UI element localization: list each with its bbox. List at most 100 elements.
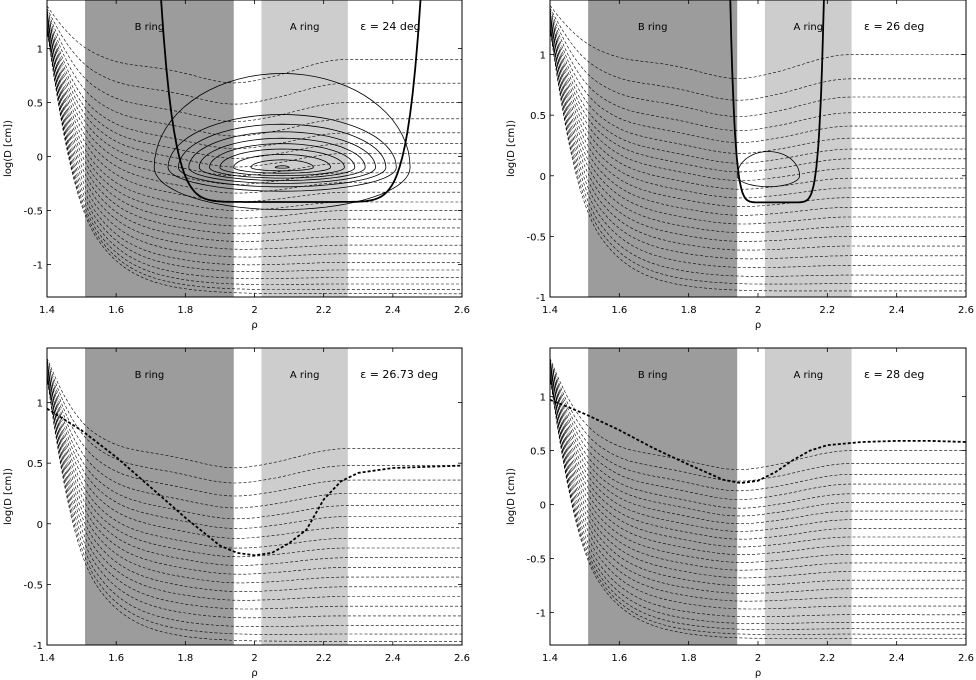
dashed-contour-line bbox=[46, 371, 462, 592]
dashed-contour-line bbox=[46, 21, 462, 219]
dashed-contour-line bbox=[46, 18, 462, 194]
x-tick-label: 1.6 bbox=[611, 653, 627, 664]
dashed-contour-line bbox=[46, 25, 462, 258]
dashed-contour-line bbox=[46, 28, 462, 290]
epsilon-label: ε = 26.73 deg bbox=[360, 368, 438, 381]
dashed-contour-line bbox=[549, 28, 966, 285]
closed-contour-line bbox=[736, 151, 801, 188]
dashed-contour-line bbox=[549, 29, 966, 292]
y-tick-label: -1 bbox=[33, 641, 43, 652]
x-tick-label: 2.4 bbox=[889, 305, 905, 316]
dashed-contour-line bbox=[46, 375, 462, 627]
x-tick-label: 1.4 bbox=[39, 305, 55, 316]
shaded-region-a-ring bbox=[261, 0, 348, 297]
x-tick-label: 2.6 bbox=[454, 653, 470, 664]
x-tick-label: 1.4 bbox=[542, 653, 558, 664]
dashed-contour-line bbox=[549, 22, 966, 233]
separatrix bbox=[160, 0, 422, 203]
dashed-contour-line bbox=[549, 370, 966, 579]
solid-contours bbox=[153, 72, 411, 211]
x-tick-label: 1.8 bbox=[177, 653, 193, 664]
y-tick-label: 0 bbox=[540, 172, 546, 183]
separatrix bbox=[549, 398, 967, 484]
y-tick-label: 1 bbox=[540, 51, 546, 62]
dashed-contour-line bbox=[46, 5, 462, 84]
y-tick-label: -0.5 bbox=[23, 207, 43, 218]
dashed-contour-line bbox=[549, 11, 966, 131]
dashed-contour-line bbox=[549, 358, 966, 470]
x-axis-label: ρ bbox=[755, 320, 761, 331]
x-tick-label: 1.8 bbox=[681, 305, 697, 316]
closed-contour-line bbox=[153, 72, 411, 211]
dashed-contour-line bbox=[46, 13, 462, 149]
x-tick-label: 2.2 bbox=[819, 305, 835, 316]
epsilon-label: ε = 28 deg bbox=[864, 368, 924, 381]
dashed-contour-line bbox=[549, 375, 966, 624]
y-tick-label: 0 bbox=[37, 520, 43, 531]
dashed-contour-line bbox=[549, 15, 966, 173]
x-tick-label: 1.4 bbox=[39, 653, 55, 664]
y-tick-label: 0 bbox=[540, 501, 546, 512]
dashed-contour-line bbox=[549, 368, 966, 563]
epsilon-label: ε = 24 deg bbox=[360, 20, 420, 33]
y-tick-label: 0.5 bbox=[27, 459, 43, 470]
shaded-region-a-ring bbox=[764, 348, 852, 645]
shaded-region-b-ring bbox=[85, 0, 234, 297]
dashed-contour-line bbox=[46, 372, 462, 601]
separatrix bbox=[729, 0, 825, 204]
y-tick-label: 1 bbox=[37, 399, 43, 410]
ring-bands bbox=[85, 348, 348, 645]
dashed-contour-line bbox=[46, 364, 462, 529]
y-axis-label: log(D [cm]) bbox=[506, 468, 517, 525]
x-axis-label: ρ bbox=[251, 320, 257, 331]
y-tick-label: 1 bbox=[37, 45, 43, 56]
dashed-contour-line bbox=[549, 361, 966, 500]
a-ring-label: A ring bbox=[793, 370, 823, 381]
y-axis-label: log(D [cm]) bbox=[3, 468, 14, 525]
y-tick-label: -0.5 bbox=[23, 580, 43, 591]
dashed-contour-line bbox=[46, 376, 462, 635]
dashed-contour-line bbox=[549, 26, 966, 268]
ring-bands bbox=[85, 0, 348, 297]
dashed-contour-line bbox=[46, 368, 462, 566]
axis-ticks: 1.4 1.6 1.8 2 2.2 2.4 2.6 -1 -0.5 0 0.5 1 bbox=[526, 348, 974, 664]
dashed-contour-line bbox=[46, 366, 462, 549]
dashed-contour-line bbox=[549, 12, 966, 143]
axis-ticks: 1.4 1.6 1.8 2 2.2 2.4 2.6 -1 -0.5 0 0.5 1 bbox=[23, 0, 470, 316]
x-tick-label: 2.2 bbox=[819, 653, 835, 664]
x-tick-label: 2 bbox=[251, 305, 257, 316]
dashed-contour-line bbox=[46, 20, 462, 211]
dashed-contour-line bbox=[549, 18, 966, 199]
dashed-contour-line bbox=[549, 17, 966, 190]
dashed-contour-line bbox=[46, 361, 462, 497]
separatrix bbox=[46, 407, 463, 557]
dashed-contour-line bbox=[46, 374, 462, 619]
x-tick-label: 1.6 bbox=[108, 653, 124, 664]
dashed-separatrix bbox=[549, 398, 967, 484]
dashed-contour-line bbox=[549, 364, 966, 524]
ring-bands bbox=[588, 0, 852, 297]
dashed-contours bbox=[549, 358, 966, 639]
y-axis-label: log(D [cm]) bbox=[3, 120, 14, 177]
dashed-contour-line bbox=[549, 374, 966, 618]
x-tick-label: 1.8 bbox=[177, 305, 193, 316]
shaded-region-b-ring bbox=[588, 348, 738, 645]
dashed-contour-line bbox=[549, 371, 966, 586]
y-tick-label: 0 bbox=[37, 153, 43, 164]
dashed-contours bbox=[549, 5, 966, 292]
dashed-contour-line bbox=[46, 377, 462, 642]
dashed-contour-line bbox=[46, 24, 462, 250]
dashed-contour-line bbox=[549, 19, 966, 207]
dashed-contour-line bbox=[549, 376, 966, 635]
dashed-contour-line bbox=[549, 362, 966, 509]
dashed-contour-line bbox=[549, 25, 966, 260]
closed-contour-line bbox=[198, 137, 366, 181]
shaded-region-a-ring bbox=[764, 0, 852, 297]
dashed-contour-line bbox=[549, 369, 966, 571]
dashed-contour-line bbox=[46, 26, 462, 266]
closed-contour-line bbox=[274, 165, 290, 169]
a-ring-label: A ring bbox=[793, 22, 823, 33]
x-tick-label: 2.4 bbox=[385, 653, 401, 664]
dashed-contour-line bbox=[549, 366, 966, 548]
y-tick-label: -1 bbox=[33, 261, 43, 272]
